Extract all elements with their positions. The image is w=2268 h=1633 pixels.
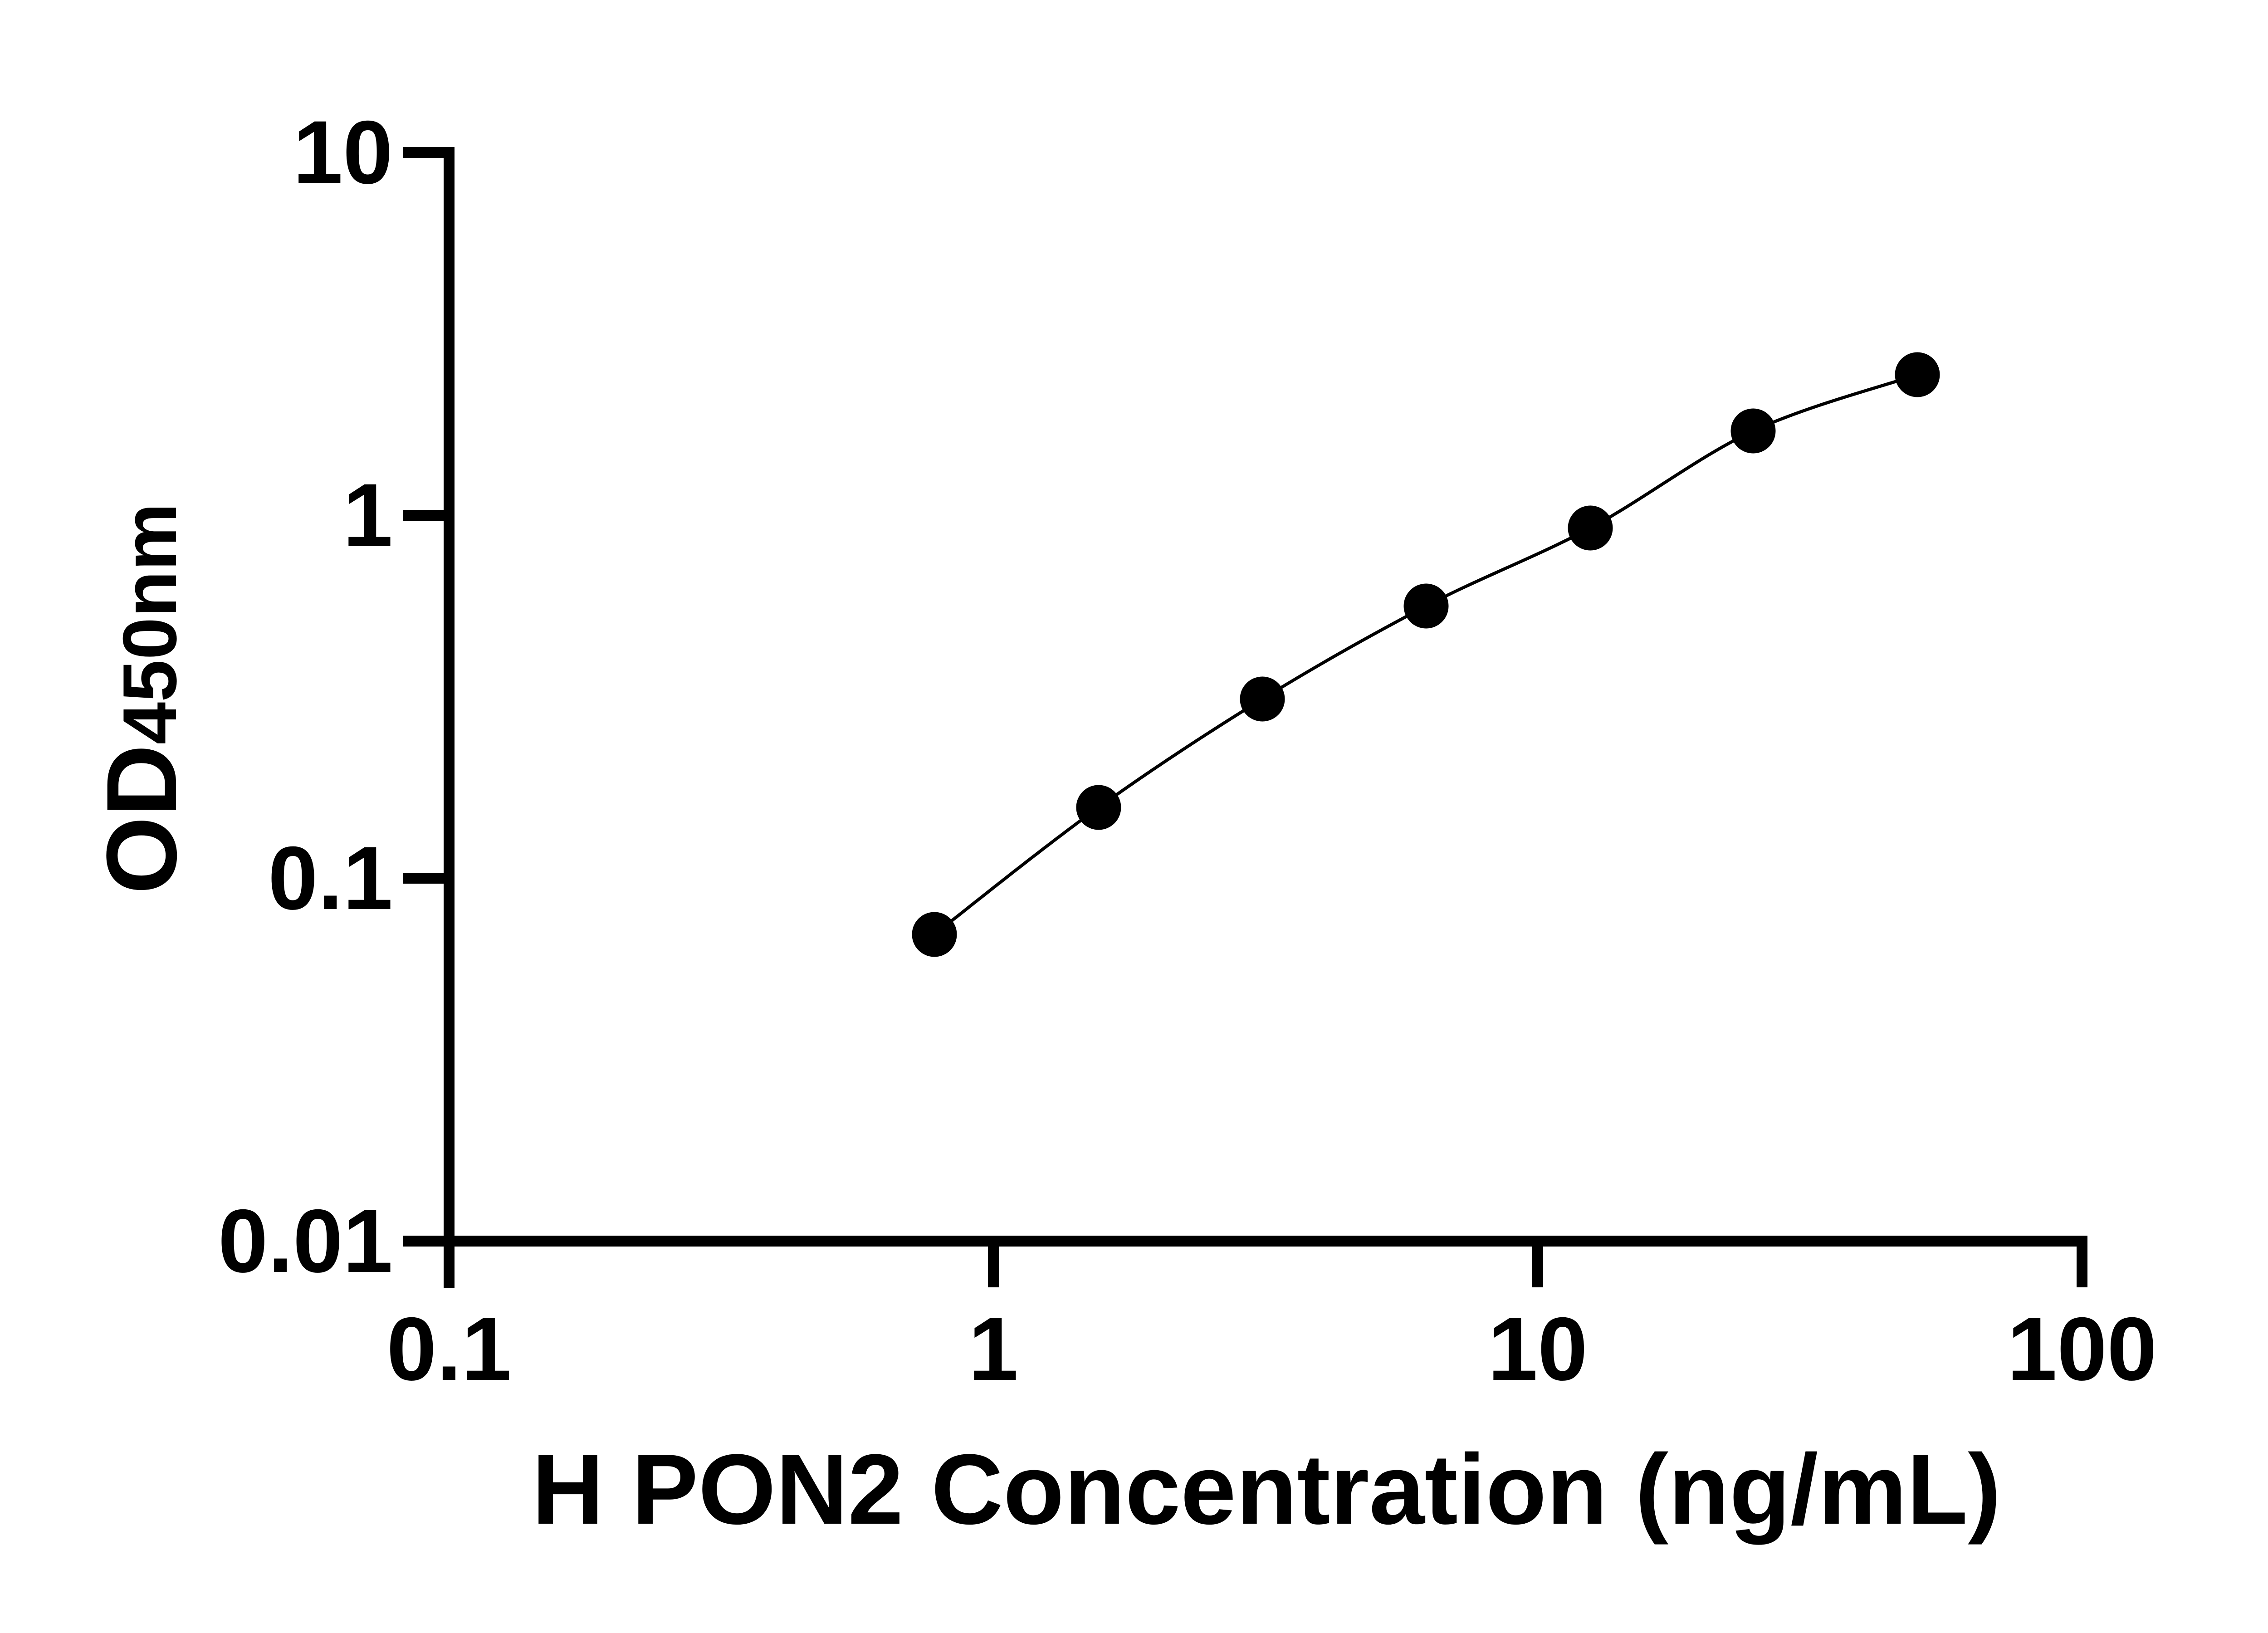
svg-text:H PON2 Concentration (ng/mL): H PON2 Concentration (ng/mL): [532, 1433, 2001, 1545]
svg-text:1: 1: [968, 1299, 1018, 1399]
svg-text:1: 1: [343, 465, 393, 565]
svg-text:100: 100: [2007, 1299, 2157, 1399]
svg-text:OD450nm: OD450nm: [86, 503, 197, 894]
svg-text:10: 10: [1488, 1299, 1588, 1399]
svg-text:0.01: 0.01: [218, 1191, 393, 1291]
svg-text:10: 10: [293, 102, 393, 202]
svg-text:0.1: 0.1: [268, 828, 393, 928]
svg-text:0.1: 0.1: [386, 1299, 511, 1399]
